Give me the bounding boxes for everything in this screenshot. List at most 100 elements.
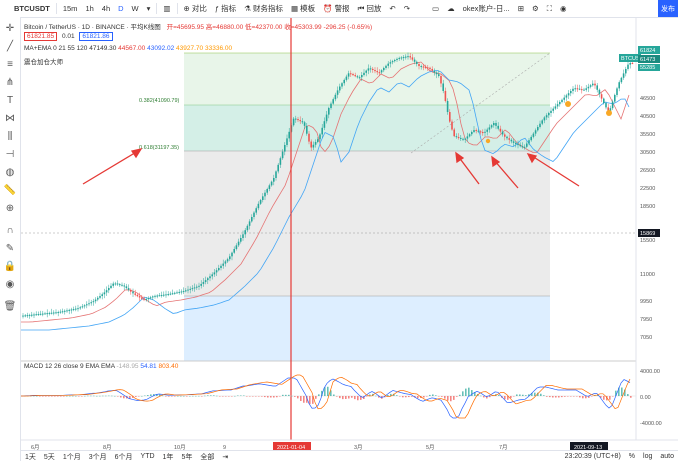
financials-button[interactable]: ⚗ 财务指标: [244, 4, 283, 13]
range-5d[interactable]: 5天: [43, 453, 55, 461]
date-marker-label: 2021-01-04: [277, 445, 305, 451]
price-tick-label: 26500: [640, 168, 655, 174]
ruler-icon[interactable]: 📏: [3, 184, 17, 196]
grid-icon: ▦: [290, 4, 301, 13]
divider: [156, 3, 158, 14]
fib-zone-top: [184, 53, 550, 105]
legend-price-row: 61821.85 0.01 61821.86: [24, 32, 116, 41]
alarm-icon: ⏰: [323, 4, 335, 13]
range-all[interactable]: 全部: [200, 453, 215, 461]
fib-trend-line: [410, 52, 551, 154]
crosshair-icon[interactable]: ✛: [5, 22, 15, 34]
price-badge-1: [638, 46, 660, 54]
redo-icon[interactable]: ↷: [403, 4, 410, 13]
range-1m[interactable]: 1个月: [62, 453, 81, 461]
range-ytd[interactable]: YTD: [140, 453, 155, 460]
auto-toggle[interactable]: auto: [660, 453, 674, 460]
replay-button[interactable]: ⏮ 回放: [357, 3, 382, 14]
macd-axis-label: 4000.00: [640, 369, 660, 375]
alerts-button[interactable]: ⏰ 警报: [323, 4, 350, 13]
goto-date-icon[interactable]: ⇥: [222, 453, 229, 461]
symbol-search[interactable]: BTCUSDT: [14, 4, 50, 13]
interval-4h[interactable]: 4h: [101, 4, 111, 13]
macd-legend: MACD 12 26 close 9 EMA EMA -148.95 54.81…: [24, 363, 178, 370]
fib-label-382: 0.382(41090.79): [139, 98, 180, 104]
crosshair-price-badge: [638, 229, 660, 237]
undo-icon[interactable]: ↶: [389, 4, 396, 13]
measure-icon[interactable]: ⊣: [5, 148, 15, 160]
price-tick-label: 15500: [640, 238, 655, 244]
candles-group: [22, 52, 634, 319]
percent-toggle[interactable]: %: [628, 453, 636, 460]
interval-w[interactable]: W: [131, 4, 139, 13]
lock-icon[interactable]: 🔒: [3, 260, 17, 272]
ma-value-1: 47149.30: [89, 45, 117, 52]
macd-signal-line: [21, 374, 631, 419]
layout-icon[interactable]: ▭: [432, 4, 440, 13]
fx-icon: ƒ: [214, 4, 222, 13]
templates-button[interactable]: ▦ 模板: [290, 4, 316, 13]
time-tick-label: 3月: [354, 444, 363, 451]
price-tick-label: 40500: [640, 114, 655, 120]
trendline-icon[interactable]: ╱: [6, 40, 14, 52]
signal-dot: [606, 110, 612, 116]
fib-icon[interactable]: ⫼: [7, 130, 13, 142]
magnet-icon[interactable]: ∩: [6, 224, 14, 236]
clock[interactable]: 23:20:39 (UTC+8): [564, 453, 621, 460]
ma-value-4: 43927.70: [176, 45, 204, 52]
range-6m[interactable]: 6个月: [114, 453, 133, 461]
parallel-lines-icon[interactable]: ≡: [7, 58, 13, 70]
layout-settings-icon[interactable]: ⊞: [517, 4, 524, 13]
range-3m[interactable]: 3个月: [88, 453, 107, 461]
fullscreen-icon[interactable]: ⛶: [546, 3, 552, 13]
spread-value: 0.01: [61, 33, 75, 40]
chart-style-icon[interactable]: ▥: [163, 4, 171, 13]
time-tick-label: 6月: [31, 444, 40, 451]
camera-icon[interactable]: ◉: [559, 4, 567, 13]
eye-icon[interactable]: ◉: [5, 278, 15, 290]
macd-value-3: 803.40: [158, 363, 179, 370]
bid-box[interactable]: 61821.85: [24, 32, 58, 41]
globe-icon[interactable]: ◍: [5, 166, 15, 178]
compare-button[interactable]: ⊕ 对比: [183, 4, 207, 13]
interval-15m[interactable]: 15m: [62, 4, 78, 13]
range-5y[interactable]: 5年: [181, 453, 193, 461]
trash-icon[interactable]: 🗑: [3, 300, 17, 312]
interval-1h[interactable]: 1h: [85, 4, 94, 13]
divider: [176, 3, 178, 14]
text-icon[interactable]: T: [6, 94, 14, 106]
macd-line: [20, 377, 631, 419]
interval-d[interactable]: D: [118, 4, 124, 13]
replay-icon: ⏮: [357, 3, 367, 13]
price-chart[interactable]: 0.382(41090.79) 0.618(31197.35) 46500 405…: [20, 18, 678, 461]
macd-value-2: 54.81: [140, 363, 157, 370]
settings-icon[interactable]: ⚙: [531, 4, 539, 13]
layout-name[interactable]: okex账户-日...: [462, 4, 510, 13]
price-badge-3-label: 55285: [640, 65, 655, 71]
ask-box[interactable]: 61821.86: [79, 32, 113, 41]
indicator-name: 震仓加仓大师: [24, 59, 63, 66]
chart-area[interactable]: 0.382(41090.79) 0.618(31197.35) 46500 405…: [20, 18, 678, 461]
legend-ohlc: 开=45695.95 高=46880.00 低=42370.00 收=45303…: [166, 24, 373, 31]
symbol-badge-label: BTCUSDT: [621, 56, 648, 62]
price-tick-label: 9950: [640, 299, 652, 305]
lock-drawings-icon[interactable]: ✎: [5, 242, 15, 254]
pattern-icon[interactable]: ⋈: [5, 112, 15, 124]
cloud-icon[interactable]: ☁: [447, 4, 455, 13]
range-1y[interactable]: 1年: [162, 453, 174, 461]
ma-value-2: 44567.00: [118, 45, 146, 52]
crosshair-price-label: 15869: [640, 231, 655, 237]
ma-value-3: 43092.02: [147, 45, 175, 52]
macd-histogram: [21, 386, 632, 405]
symbol-badge: [619, 54, 641, 62]
range-1d[interactable]: 1天: [25, 453, 36, 461]
zoom-icon[interactable]: ⊕: [5, 202, 15, 214]
price-badge-2: [638, 55, 660, 63]
log-toggle[interactable]: log: [643, 453, 653, 460]
publish-button[interactable]: 发布: [658, 0, 678, 17]
drawing-toolbar: ✛ ╱ ≡ ⋔ T ⋈ ⫼ ⊣ ◍ 📏 ⊕ ∩ ✎ 🔒 ◉ 🗑: [0, 17, 21, 461]
pitchfork-icon[interactable]: ⋔: [5, 76, 15, 88]
interval-dropdown-icon[interactable]: ▾: [146, 4, 151, 13]
indicators-button[interactable]: ƒ 指标: [214, 4, 237, 13]
macd-axis-label: 0.00: [640, 395, 651, 401]
